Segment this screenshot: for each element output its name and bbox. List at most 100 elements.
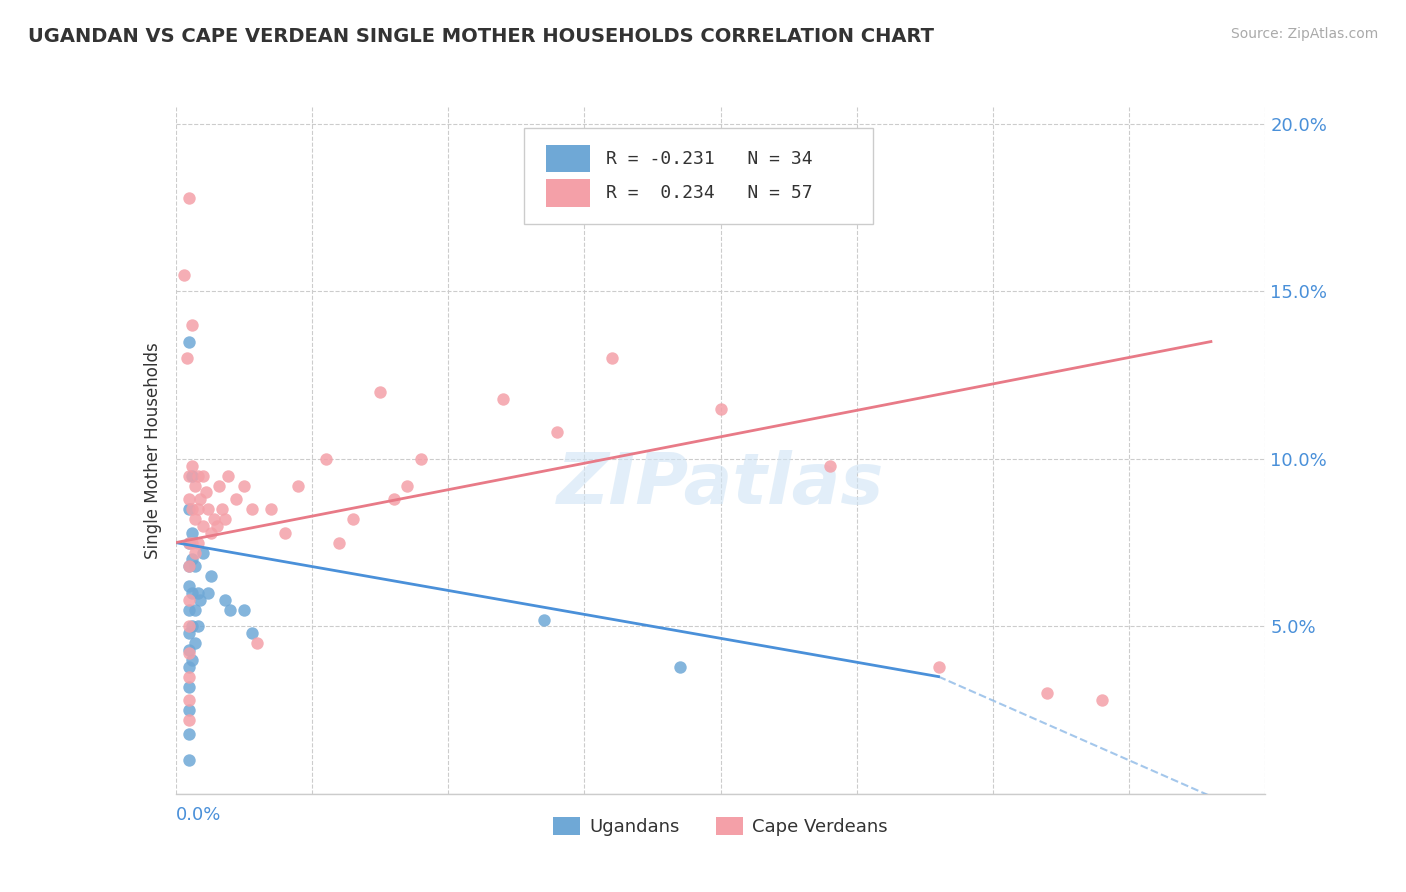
- Point: [179, 602, 201, 616]
- Point: [194, 485, 217, 500]
- Point: [328, 535, 350, 549]
- Point: [214, 592, 236, 607]
- Point: [197, 502, 219, 516]
- Point: [181, 458, 204, 473]
- Point: [668, 659, 690, 673]
- Point: [184, 546, 207, 560]
- Point: [179, 535, 201, 549]
- Point: [179, 726, 201, 740]
- Point: [179, 753, 201, 767]
- Point: [179, 626, 201, 640]
- Point: [260, 502, 283, 516]
- FancyBboxPatch shape: [546, 179, 591, 207]
- Point: [179, 680, 201, 694]
- Point: [186, 468, 209, 483]
- Point: [179, 491, 201, 506]
- FancyBboxPatch shape: [524, 128, 873, 224]
- Point: [202, 512, 225, 526]
- Point: [181, 468, 204, 483]
- Point: [179, 190, 201, 204]
- Text: ZIPatlas: ZIPatlas: [557, 450, 884, 519]
- Point: [173, 268, 195, 282]
- Point: [181, 502, 204, 516]
- Point: [186, 619, 209, 633]
- Point: [928, 659, 950, 673]
- Point: [186, 502, 209, 516]
- Point: [181, 535, 204, 549]
- Point: [200, 569, 222, 583]
- FancyBboxPatch shape: [546, 145, 591, 172]
- Point: [179, 693, 201, 707]
- Point: [179, 642, 201, 657]
- Point: [368, 384, 391, 399]
- Point: [492, 392, 515, 406]
- Point: [181, 619, 204, 633]
- Point: [219, 602, 242, 616]
- Y-axis label: Single Mother Households: Single Mother Households: [143, 343, 162, 558]
- Point: [200, 525, 222, 540]
- Point: [181, 525, 204, 540]
- Point: [191, 519, 214, 533]
- Point: [181, 653, 204, 667]
- Point: [287, 478, 309, 492]
- Point: [179, 579, 201, 593]
- Point: [225, 491, 247, 506]
- Point: [600, 351, 623, 366]
- Point: [184, 478, 207, 492]
- Point: [186, 535, 209, 549]
- Point: [179, 703, 201, 717]
- Point: [232, 602, 254, 616]
- Point: [710, 401, 733, 416]
- Point: [315, 451, 337, 466]
- Point: [197, 586, 219, 600]
- Point: [179, 646, 201, 660]
- Point: [214, 512, 236, 526]
- Point: [409, 451, 432, 466]
- Point: [184, 636, 207, 650]
- Point: [188, 491, 211, 506]
- Point: [176, 351, 198, 366]
- Text: Source: ZipAtlas.com: Source: ZipAtlas.com: [1230, 27, 1378, 41]
- Point: [184, 559, 207, 574]
- Point: [342, 512, 364, 526]
- Point: [546, 425, 568, 439]
- Point: [186, 586, 209, 600]
- Text: UGANDAN VS CAPE VERDEAN SINGLE MOTHER HOUSEHOLDS CORRELATION CHART: UGANDAN VS CAPE VERDEAN SINGLE MOTHER HO…: [28, 27, 934, 45]
- Point: [179, 713, 201, 727]
- Point: [1036, 686, 1059, 700]
- Point: [1091, 693, 1114, 707]
- Text: R =  0.234   N = 57: R = 0.234 N = 57: [606, 184, 813, 202]
- Legend: Ugandans, Cape Verdeans: Ugandans, Cape Verdeans: [546, 809, 896, 843]
- Text: R = -0.231   N = 34: R = -0.231 N = 34: [606, 150, 813, 168]
- Point: [179, 670, 201, 684]
- Point: [246, 636, 269, 650]
- Point: [179, 334, 201, 349]
- Point: [179, 592, 201, 607]
- Point: [818, 458, 841, 473]
- Point: [533, 613, 555, 627]
- Text: 0.0%: 0.0%: [176, 806, 221, 824]
- Point: [184, 602, 207, 616]
- Point: [232, 478, 254, 492]
- Point: [179, 535, 201, 549]
- Point: [191, 468, 214, 483]
- Point: [179, 502, 201, 516]
- Point: [382, 491, 405, 506]
- Point: [240, 502, 263, 516]
- Point: [179, 559, 201, 574]
- Point: [179, 659, 201, 673]
- Point: [274, 525, 297, 540]
- Point: [211, 502, 233, 516]
- Point: [205, 519, 228, 533]
- Point: [181, 552, 204, 566]
- Point: [179, 559, 201, 574]
- Point: [179, 619, 201, 633]
- Point: [240, 626, 263, 640]
- Point: [181, 318, 204, 332]
- Point: [191, 546, 214, 560]
- Point: [188, 592, 211, 607]
- Point: [217, 468, 239, 483]
- Point: [184, 512, 207, 526]
- Point: [179, 468, 201, 483]
- Point: [396, 478, 419, 492]
